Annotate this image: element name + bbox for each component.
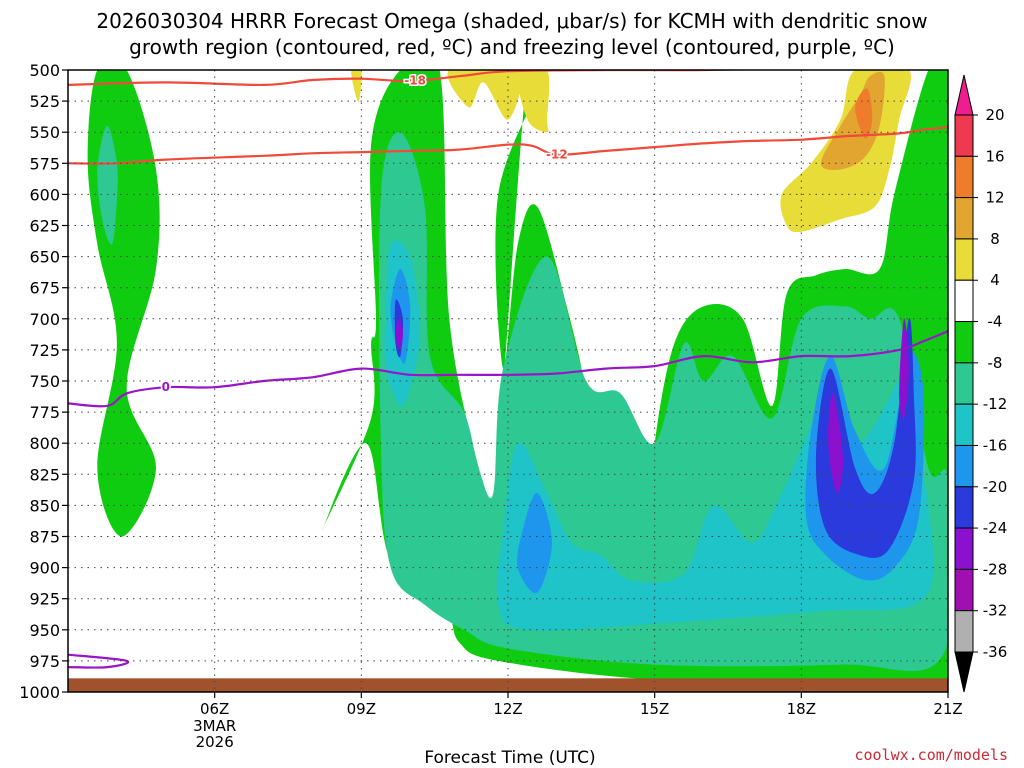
- omega-region-m28-0: [395, 318, 403, 350]
- x-tick-label: 06Z: [200, 700, 229, 718]
- colorbar-swatch: [954, 321, 974, 364]
- credit-text: coolwx.com/models: [854, 746, 1008, 764]
- red-contour-label: -12: [546, 148, 568, 162]
- colorbar-label: 4: [990, 271, 1000, 289]
- y-tick-label: 825: [29, 465, 60, 484]
- colorbar-swatch: [954, 362, 974, 405]
- x-axis-label: Forecast Time (UTC): [424, 748, 595, 768]
- omega-region-4-1: [447, 70, 522, 120]
- y-tick-label: 875: [29, 528, 60, 547]
- red-contour-1: [68, 126, 948, 165]
- y-tick-label: 775: [29, 403, 60, 422]
- colorbar-swatch: [954, 279, 974, 323]
- contour-labels: -18 -12 0: [160, 72, 569, 396]
- colorbar-bottom-cap: [954, 651, 974, 693]
- x-tick-sublabel: 2026: [196, 733, 234, 751]
- colorbar-swatch: [954, 527, 974, 570]
- y-tick-label: 1000: [19, 683, 60, 702]
- y-tick-label: 525: [29, 92, 60, 111]
- colorbar: 20 16 12 8 4 -4 -8 -12 -16 -20 -24 -28 -32 -36: [954, 74, 1008, 693]
- colorbar-label: -32: [983, 602, 1008, 620]
- contour-lines: [68, 70, 948, 669]
- omega-region-m8-0: [97, 125, 118, 245]
- x-tick-sublabel: 3MAR: [193, 717, 236, 735]
- colorbar-swatch: [954, 610, 974, 653]
- y-tick-label: 575: [29, 154, 60, 173]
- x-tick-label: 09Z: [347, 700, 376, 718]
- colorbar-label: -12: [983, 395, 1008, 413]
- y-tick-label: 500: [29, 61, 60, 80]
- y-tick-label: 750: [29, 372, 60, 391]
- omega-region-4-2: [517, 70, 550, 133]
- colorbar-label: -4: [988, 313, 1003, 331]
- purple-contour-1: [68, 653, 130, 669]
- colorbar-swatch: [954, 155, 974, 199]
- y-tick-label: 950: [29, 621, 60, 640]
- terrain-ground: [68, 678, 948, 692]
- colorbar-swatch: [954, 114, 974, 157]
- y-tick-label: 600: [29, 185, 60, 204]
- colorbar-label: -36: [983, 643, 1008, 661]
- omega-region-m28-2: [899, 318, 909, 420]
- colorbar-swatch: [954, 197, 974, 240]
- colorbar-label: -16: [983, 436, 1008, 454]
- y-tick-label: 800: [29, 434, 60, 453]
- colorbar-label: -24: [983, 519, 1008, 537]
- y-tick-label: 700: [29, 310, 60, 329]
- omega-shading: [68, 70, 948, 692]
- colorbar-swatch: [954, 403, 974, 446]
- omega-region-4-0: [351, 70, 362, 102]
- y-tick-label: 675: [29, 279, 60, 298]
- y-tick-label: 725: [29, 341, 60, 360]
- y-tick-label: 650: [29, 248, 60, 267]
- y-tick-label: 925: [29, 590, 60, 609]
- colorbar-swatch: [954, 444, 974, 488]
- colorbar-label: -28: [983, 560, 1008, 578]
- chart-title-line1: 2026030304 HRRR Forecast Omega (shaded, …: [96, 9, 927, 33]
- y-tick-label: 550: [29, 123, 60, 142]
- y-axis: 500 525 550 575 600 625 650 675 700 725 750 775 800 8…: [19, 61, 68, 702]
- colorbar-label: 16: [985, 147, 1004, 165]
- plot-area: [68, 70, 948, 692]
- x-tick-label: 21Z: [933, 700, 962, 718]
- colorbar-label: 8: [990, 230, 1000, 248]
- red-contour-label: -18: [404, 74, 426, 88]
- omega-region-m4-0: [87, 70, 160, 537]
- purple-contour-0: [68, 330, 948, 408]
- colorbar-label: 20: [985, 106, 1004, 124]
- red-contour-0: [68, 70, 759, 87]
- chart-title-line2: growth region (contoured, red, ºC) and f…: [129, 35, 895, 59]
- omega-region-m20-1: [815, 317, 916, 558]
- colorbar-swatch: [954, 486, 974, 529]
- colorbar-label: 12: [985, 189, 1004, 207]
- x-tick-label: 15Z: [640, 700, 669, 718]
- x-tick-label: 18Z: [787, 700, 816, 718]
- y-tick-label: 850: [29, 496, 60, 515]
- colorbar-label: -8: [988, 354, 1003, 372]
- x-tick-label: 12Z: [493, 700, 522, 718]
- y-tick-label: 625: [29, 217, 60, 236]
- colorbar-top-cap: [954, 74, 974, 116]
- colorbar-label: -20: [983, 478, 1008, 496]
- colorbar-swatch: [954, 568, 974, 612]
- y-tick-label: 975: [29, 652, 60, 671]
- y-tick-label: 900: [29, 559, 60, 578]
- colorbar-swatch: [954, 238, 974, 281]
- purple-contour-label: 0: [162, 380, 170, 394]
